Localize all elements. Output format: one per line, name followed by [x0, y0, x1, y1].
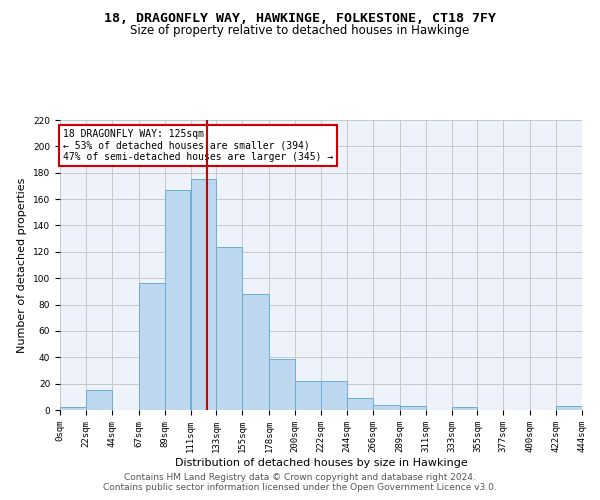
Bar	[139, 284, 164, 410]
Text: 18 DRAGONFLY WAY: 125sqm
← 53% of detached houses are smaller (394)
47% of semi-: 18 DRAGONFLY WAY: 125sqm ← 53% of detach…	[62, 128, 333, 162]
Text: Size of property relative to detached houses in Hawkinge: Size of property relative to detached ho…	[130, 24, 470, 37]
Bar	[269, 358, 295, 410]
Bar	[400, 406, 425, 410]
Bar	[86, 390, 112, 410]
Bar	[191, 180, 216, 410]
Text: Contains public sector information licensed under the Open Government Licence v3: Contains public sector information licen…	[103, 484, 497, 492]
Bar	[165, 190, 190, 410]
Y-axis label: Number of detached properties: Number of detached properties	[17, 178, 28, 352]
Text: 18, DRAGONFLY WAY, HAWKINGE, FOLKESTONE, CT18 7FY: 18, DRAGONFLY WAY, HAWKINGE, FOLKESTONE,…	[104, 12, 496, 26]
Bar	[321, 381, 347, 410]
Bar	[60, 408, 86, 410]
Bar	[452, 408, 477, 410]
Text: Contains HM Land Registry data © Crown copyright and database right 2024.: Contains HM Land Registry data © Crown c…	[124, 474, 476, 482]
Bar	[242, 294, 269, 410]
X-axis label: Distribution of detached houses by size in Hawkinge: Distribution of detached houses by size …	[175, 458, 467, 468]
Bar	[217, 246, 242, 410]
Bar	[347, 398, 373, 410]
Bar	[295, 381, 321, 410]
Bar	[556, 406, 582, 410]
Bar	[373, 404, 400, 410]
